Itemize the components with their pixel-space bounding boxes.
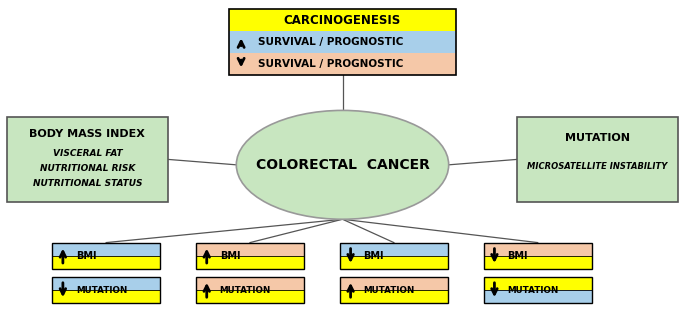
Text: SURVIVAL / PROGNOSTIC: SURVIVAL / PROGNOSTIC (258, 59, 403, 69)
Text: MUTATION: MUTATION (364, 285, 415, 295)
Bar (7, 117, 168, 202)
Bar (196, 277, 304, 290)
Bar (229, 53, 456, 75)
Text: VISCERAL FAT: VISCERAL FAT (53, 149, 122, 158)
Bar (517, 117, 678, 202)
Bar (229, 31, 456, 53)
Text: BMI: BMI (508, 251, 528, 261)
Text: BMI: BMI (220, 251, 240, 261)
Bar (340, 277, 448, 290)
Bar (229, 9, 456, 75)
Text: BMI: BMI (76, 251, 97, 261)
Text: MUTATION: MUTATION (508, 285, 559, 295)
Bar (196, 243, 304, 269)
Bar (52, 277, 160, 290)
Bar (484, 243, 592, 256)
Bar (484, 290, 592, 303)
Text: CARCINOGENESIS: CARCINOGENESIS (284, 14, 401, 27)
Bar (484, 277, 592, 303)
Bar (484, 243, 592, 269)
Text: BMI: BMI (364, 251, 384, 261)
Text: MICROSATELLITE INSTABILITY: MICROSATELLITE INSTABILITY (527, 162, 668, 171)
Bar (196, 277, 304, 303)
Text: MUTATION: MUTATION (565, 133, 630, 143)
Bar (52, 290, 160, 303)
Bar (484, 256, 592, 269)
Bar (340, 290, 448, 303)
Bar (340, 243, 448, 269)
Text: NUTRITIONAL STATUS: NUTRITIONAL STATUS (33, 179, 142, 188)
Bar (196, 243, 304, 256)
Bar (52, 256, 160, 269)
Bar (196, 256, 304, 269)
Text: BODY MASS INDEX: BODY MASS INDEX (29, 129, 145, 139)
Ellipse shape (236, 110, 449, 219)
Bar (340, 277, 448, 303)
Bar (229, 9, 456, 31)
Text: MUTATION: MUTATION (76, 285, 127, 295)
Bar (52, 243, 160, 269)
Bar (340, 243, 448, 256)
Bar (52, 277, 160, 303)
Text: MUTATION: MUTATION (220, 285, 271, 295)
Bar (196, 290, 304, 303)
Text: NUTRITIONAL RISK: NUTRITIONAL RISK (40, 164, 135, 173)
Text: SURVIVAL / PROGNOSTIC: SURVIVAL / PROGNOSTIC (258, 37, 403, 47)
Text: COLORECTAL  CANCER: COLORECTAL CANCER (256, 158, 429, 172)
Bar (340, 256, 448, 269)
Bar (484, 277, 592, 290)
Bar (52, 243, 160, 256)
